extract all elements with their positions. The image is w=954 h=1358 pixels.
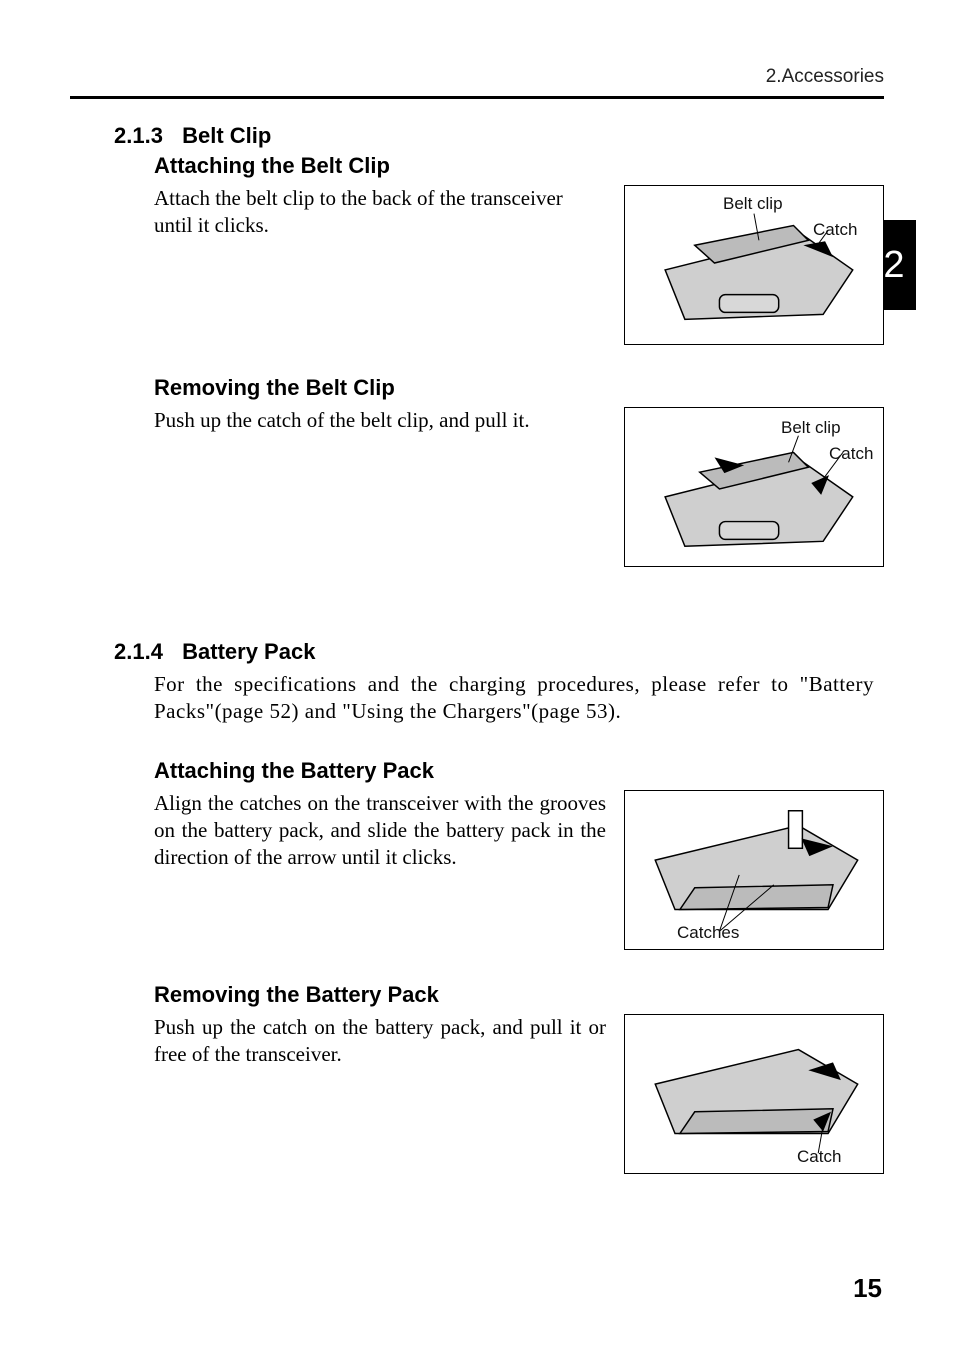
header-rule <box>70 96 884 99</box>
page-number: 15 <box>853 1273 882 1304</box>
section-title: Battery Pack <box>182 639 315 664</box>
body-text: Align the catches on the transceiver wit… <box>154 790 606 872</box>
section-number: 2.1.3 <box>114 123 176 149</box>
figure-label: Catches <box>677 923 739 943</box>
figure-battery-remove: Catch <box>624 1014 884 1174</box>
figure-label: Catch <box>797 1147 841 1167</box>
subsection-block: Push up the catch on the battery pack, a… <box>154 1014 884 1174</box>
running-header: 2.Accessories <box>70 66 884 88</box>
figure-label: Belt clip <box>781 418 841 438</box>
section-heading-214: 2.1.4 Battery Pack <box>114 639 884 665</box>
body-text: Push up the catch on the battery pack, a… <box>154 1014 606 1069</box>
figure-label: Belt clip <box>723 194 783 214</box>
manual-page: 2.Accessories 2 2.1.3 Belt Clip Attachin… <box>0 0 954 1358</box>
section-title: Belt Clip <box>182 123 271 148</box>
body-text: Push up the catch of the belt clip, and … <box>154 407 606 434</box>
subsection-heading-attach-beltclip: Attaching the Belt Clip <box>154 153 884 179</box>
illustration-battery-attach-icon <box>625 791 883 949</box>
subsection-block: Attach the belt clip to the back of the … <box>154 185 884 345</box>
figure-beltclip-attach: Belt clip Catch <box>624 185 884 345</box>
figure-label: Catch <box>829 444 873 464</box>
illustration-battery-remove-icon <box>625 1015 883 1173</box>
figure-label: Catch <box>813 220 857 240</box>
illustration-beltclip-remove-icon <box>625 408 883 566</box>
section-number: 2.1.4 <box>114 639 176 665</box>
section-heading-213: 2.1.3 Belt Clip <box>114 123 884 149</box>
body-text: For the specifications and the charging … <box>154 671 874 726</box>
figure-battery-attach: Catches <box>624 790 884 950</box>
subsection-heading-attach-battery: Attaching the Battery Pack <box>154 758 884 784</box>
figure-beltclip-remove: Belt clip Catch <box>624 407 884 567</box>
body-text: Attach the belt clip to the back of the … <box>154 185 606 240</box>
subsection-heading-remove-beltclip: Removing the Belt Clip <box>154 375 884 401</box>
subsection-block: Align the catches on the transceiver wit… <box>154 790 884 950</box>
subsection-heading-remove-battery: Removing the Battery Pack <box>154 982 884 1008</box>
subsection-block: Push up the catch of the belt clip, and … <box>154 407 884 567</box>
